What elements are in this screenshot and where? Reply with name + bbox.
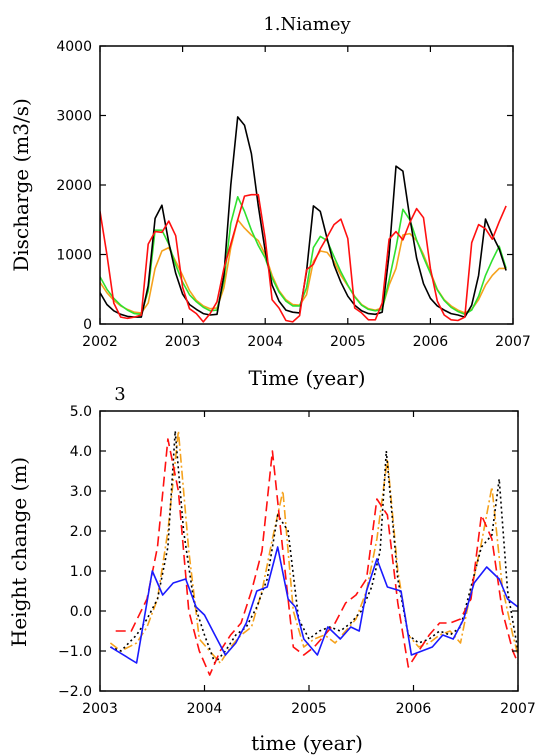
discharge-x-axis-label: Time (year)	[248, 366, 365, 390]
height-change-y-tick-label: 4.0	[70, 444, 92, 460]
height-change-y-axis-label: Height change (m)	[7, 457, 31, 647]
height-change-series-1-line	[109, 430, 518, 664]
height-change-x-axis-label: time (year)	[251, 731, 363, 755]
discharge-chart-title: 1.Niamey	[263, 14, 351, 35]
discharge-x-tick-label: 2003	[165, 334, 201, 350]
discharge-axis-ticks: 2002 2003 2004 2005 2006 2007 0 1000 2000 3000 400…	[56, 39, 530, 350]
discharge-y-tick-label: 0	[83, 317, 92, 333]
height-change-y-tick-label: 0.0	[70, 604, 92, 620]
discharge-chart: 1.Niamey 2002 2003 2004 2005 2006 20070100020…	[9, 14, 531, 390]
height-change-y-tick-label: 3.0	[70, 484, 92, 500]
discharge-x-tick-label: 2004	[247, 334, 283, 350]
height-change-x-tick-label: 2005	[291, 701, 327, 717]
height-change-y-tick-label: 1.0	[70, 564, 92, 580]
height-change-chart-title: 3	[114, 384, 125, 405]
discharge-y-axis-label: Discharge (m3/s)	[9, 98, 33, 272]
height-change-axis-ticks: 2003 2004 2005 2006 2007 −2.0 −1.0 0.0 1.0 2.0 3.0…	[58, 404, 536, 717]
discharge-plot-frame	[99, 45, 514, 325]
discharge-series-3-line	[100, 116, 507, 318]
discharge-y-tick-label: 1000	[56, 248, 92, 264]
height-change-y-tick-label: −1.0	[58, 644, 92, 660]
discharge-y-tick-label: 3000	[56, 109, 92, 125]
height-change-plot-frame	[99, 410, 519, 692]
height-change-y-tick-label: 5.0	[70, 404, 92, 420]
discharge-x-tick-label: 2007	[495, 334, 531, 350]
discharge-series-lines	[100, 116, 507, 323]
discharge-y-tick-label: 2000	[56, 178, 92, 194]
height-change-y-tick-label: 2.0	[70, 524, 92, 540]
height-change-chart: 3 2003 2004 2005 2006 2007 −2.0 −1.0 0.0 1.0 2.0 3…	[7, 384, 536, 755]
height-change-series-4-line	[109, 546, 518, 664]
height-change-series-2-line	[110, 430, 518, 664]
height-change-series-3-line	[115, 438, 518, 676]
discharge-x-tick-label: 2002	[82, 334, 118, 350]
height-change-series-lines	[109, 430, 518, 676]
height-change-x-tick-label: 2006	[396, 701, 432, 717]
height-change-x-tick-label: 2003	[82, 701, 118, 717]
discharge-y-tick-label: 4000	[56, 39, 92, 55]
discharge-x-tick-label: 2006	[413, 334, 449, 350]
discharge-series-4-line	[100, 193, 507, 323]
height-change-x-tick-label: 2004	[187, 701, 223, 717]
height-change-y-tick-label: −2.0	[58, 684, 92, 700]
height-change-x-tick-label: 2007	[500, 701, 536, 717]
discharge-x-tick-label: 2005	[330, 334, 366, 350]
